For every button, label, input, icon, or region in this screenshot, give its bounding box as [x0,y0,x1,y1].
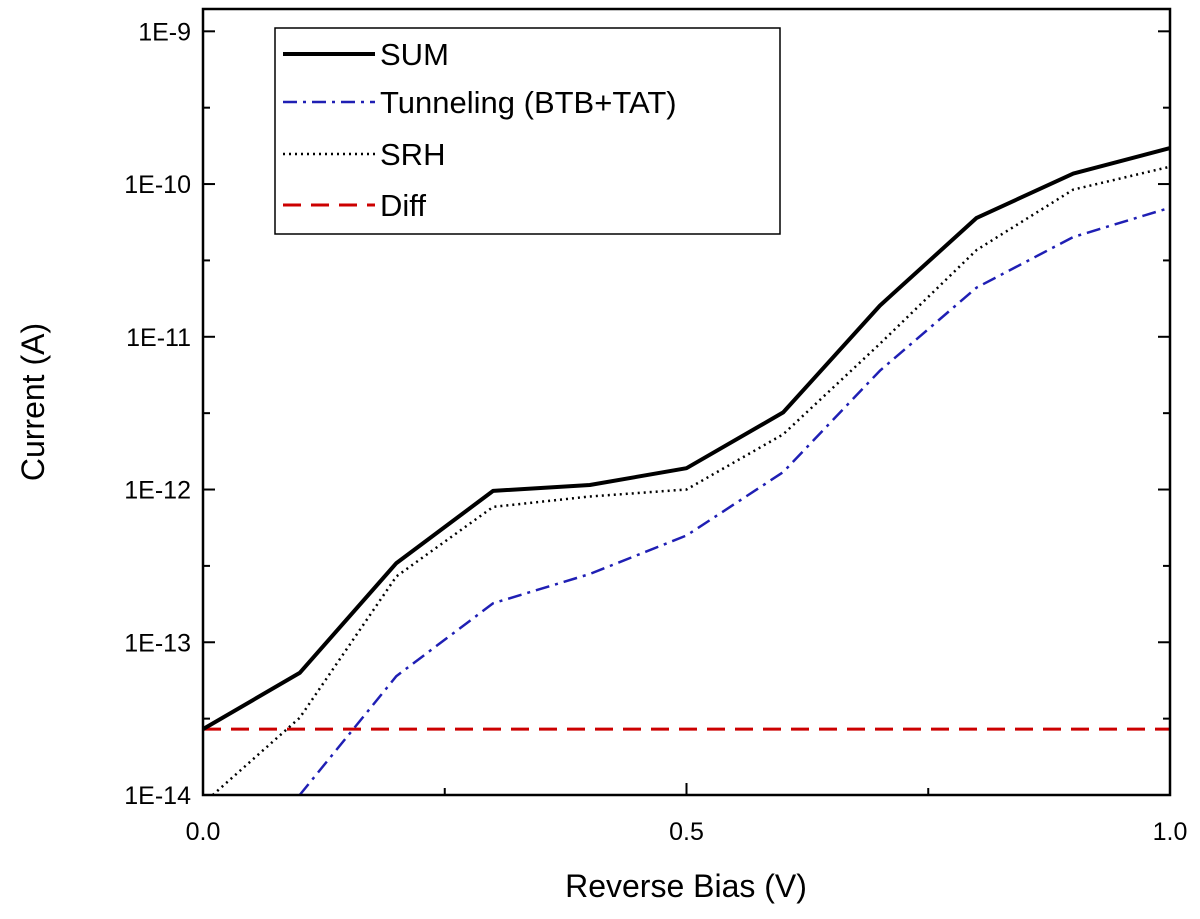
series-line-0 [201,146,1171,731]
x-tick-label: 0.0 [186,818,221,846]
y-tick-label: 1E-11 [126,324,191,352]
legend-label-1: Tunneling (BTB+TAT) [380,85,677,120]
x-tick-label: 0.5 [669,818,704,846]
y-tick-label: 1E-12 [124,477,191,505]
y-tick-label: 1E-13 [124,629,191,657]
x-tick-label: 1.0 [1153,818,1188,846]
series-line-2 [211,165,1171,796]
legend-box [274,27,781,235]
series-line-1 [298,206,1171,796]
x-axis-title: Reverse Bias (V) [565,868,807,904]
legend-label-3: Diff [380,188,426,223]
y-tick-label: 1E-14 [124,782,191,810]
legend-label-2: SRH [380,137,445,172]
series-layer [201,146,1171,796]
legend-label-0: SUM [380,37,449,72]
ticks-layer: 0.0 0.5 1.0 1E-14 1E-13 1E-12 1E-11 1E-10 1E-9 [124,18,1187,846]
y-tick-label: 1E-10 [124,171,191,199]
y-axis-title: Current (A) [15,323,51,481]
legend: SUM Tunneling (BTB+TAT) SRH Diff [274,27,781,235]
y-tick-label: 1E-9 [138,18,191,46]
